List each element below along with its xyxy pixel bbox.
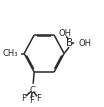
Text: B: B [66, 38, 73, 48]
Text: F: F [36, 94, 41, 103]
Text: F: F [21, 94, 26, 103]
Text: F: F [29, 96, 34, 105]
Text: CH₃: CH₃ [3, 49, 18, 58]
Text: OH: OH [78, 39, 91, 48]
Text: C: C [29, 86, 35, 95]
Text: OH: OH [59, 29, 72, 38]
